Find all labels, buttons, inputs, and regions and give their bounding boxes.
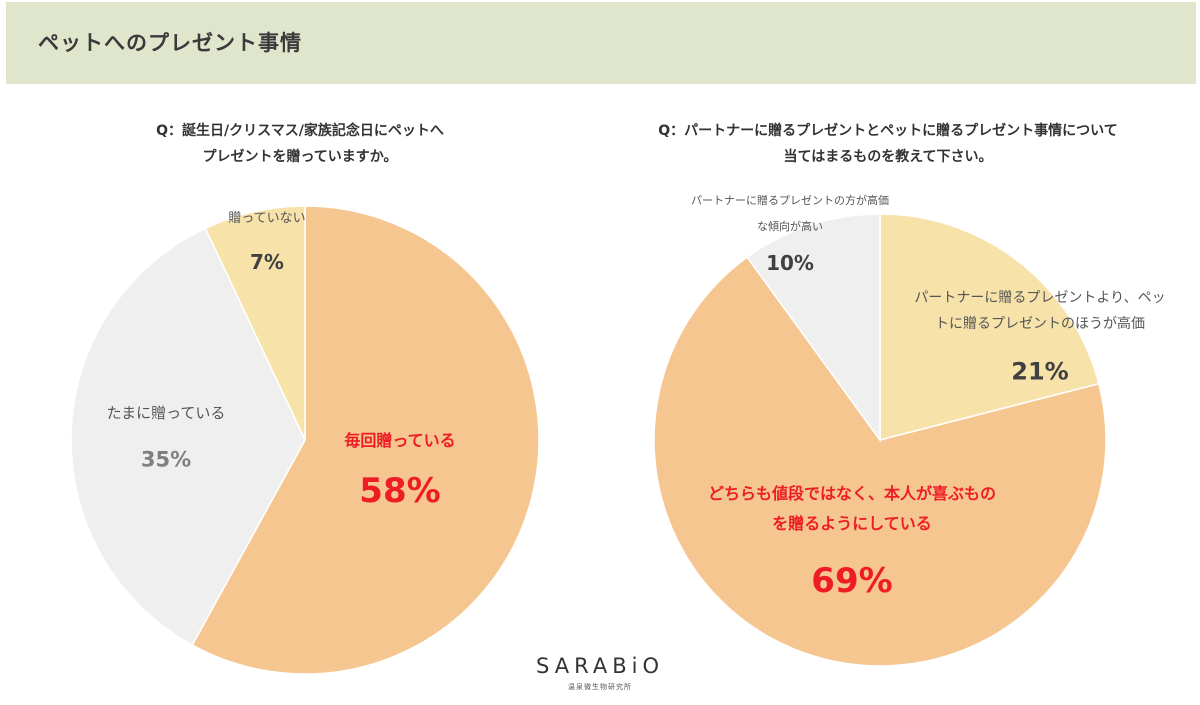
slice-value-label: 7% (250, 250, 284, 274)
slice-label: たまに贈っている (107, 404, 226, 422)
slice-label: どちらも値段ではなく、本人が喜ぶもの (708, 484, 996, 503)
slice-value-label: 21% (1011, 357, 1068, 385)
pie-chart-1: 毎回贈っている 58% たまに贈っている 35% 贈っていない 7% (70, 205, 540, 675)
right-chart-question: Q：パートナーに贈るプレゼントとペットに贈るプレゼント事情について 当てはまるも… (598, 118, 1178, 170)
slice-label: パートナーに贈るプレゼントより、ペッ (914, 290, 1165, 306)
pie-slice (746, 213, 881, 443)
left-question-line-2: プレゼントを贈っていますか。 (202, 149, 398, 165)
pie-slice (70, 227, 306, 647)
pie-slice (204, 205, 306, 441)
slice-value-label: 58% (359, 471, 440, 511)
right-question-line-2: 当てはまるものを教えて下さい。 (783, 149, 993, 165)
header-bar (6, 2, 1196, 84)
slice-label: 毎回贈っている (344, 431, 455, 450)
slice-label: パートナーに贈るプレゼントの方が高価 (691, 193, 889, 207)
slice-label: トに贈るプレゼントのほうが高価 (935, 315, 1145, 332)
slice-label: を贈るようにしている (772, 514, 932, 533)
sarabio-logo: SARABiO 温泉微生物研究所 (520, 654, 680, 692)
pie-slice (879, 213, 1100, 441)
slice-value-label: 69% (811, 561, 892, 601)
slice-label: 贈っていない (228, 210, 305, 226)
logo-subtitle: 温泉微生物研究所 (568, 683, 632, 691)
left-question-line-1: Q：誕生日/クリスマス/家族記念日にペットへ (156, 123, 444, 139)
page-title: ペットへのプレゼント事情 (38, 31, 302, 55)
slice-value-label: 10% (766, 251, 814, 275)
left-chart-question: Q：誕生日/クリスマス/家族記念日にペットへ プレゼントを贈っていますか。 (80, 118, 520, 170)
slice-value-label: 35% (141, 447, 191, 471)
pie-slice (653, 256, 1107, 667)
logo-text: SARABiO (536, 654, 664, 678)
slice-label: な傾向が高い (757, 219, 823, 233)
right-question-line-1: Q：パートナーに贈るプレゼントとペットに贈るプレゼント事情について (658, 123, 1118, 139)
pie-slice (191, 205, 540, 675)
